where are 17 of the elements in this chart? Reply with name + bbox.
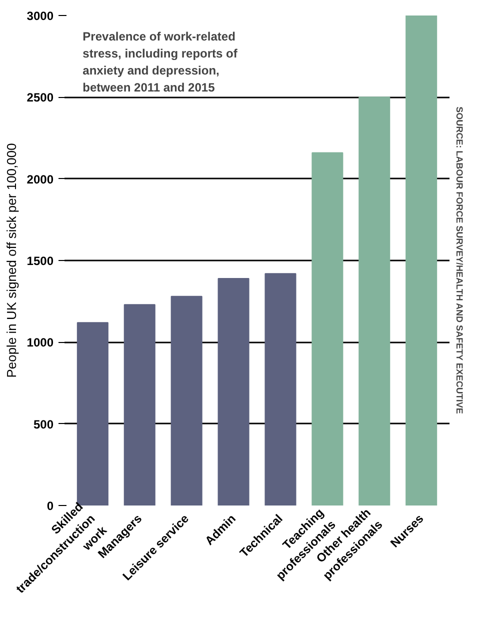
bar bbox=[406, 16, 438, 506]
y-tick-label: 500 bbox=[33, 417, 54, 432]
bar bbox=[170, 296, 202, 506]
source-note: SOURCE: LABOUR FORCE SURVEY/HEALTH AND SAFETY EXECUTIVE bbox=[454, 106, 464, 414]
y-tick-label: 3000 bbox=[26, 9, 54, 23]
y-tick-label: 2500 bbox=[26, 90, 54, 105]
text: Prevalence of work-related stress, including reports of anxiety and depression, between 2011 and 2015 bbox=[82, 30, 238, 94]
y-tick-label: 1000 bbox=[26, 336, 54, 350]
y-tick-label: 0 bbox=[46, 499, 54, 513]
y-tick-label: 1500 bbox=[26, 254, 54, 268]
bar bbox=[264, 273, 296, 506]
y-axis-title: People in UK signed off sick per 100,000 bbox=[4, 143, 19, 378]
bar bbox=[312, 152, 344, 506]
bar bbox=[358, 96, 390, 506]
bar bbox=[218, 278, 250, 506]
bar bbox=[124, 304, 156, 506]
y-tick-label: 2000 bbox=[26, 172, 54, 186]
